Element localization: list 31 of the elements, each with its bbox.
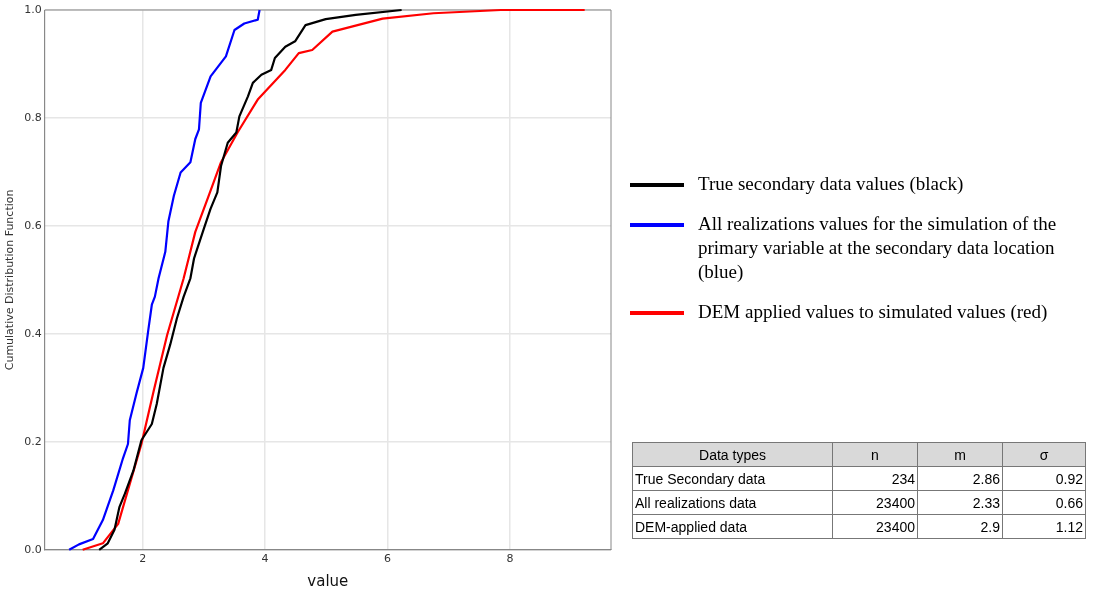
y-tick-label: 0.0: [24, 542, 42, 556]
text: 0.92: [1002, 466, 1086, 491]
text: n: [832, 442, 918, 467]
x-tick-label: 2: [139, 552, 147, 566]
x-axis-title: value: [307, 571, 349, 590]
y-axis-title: Cumulative Distribution Function: [3, 189, 17, 371]
text: 234: [832, 466, 918, 491]
text: 2.86: [917, 466, 1003, 491]
y-tick-label: 1.0: [24, 2, 42, 16]
text: All realizations data: [632, 490, 833, 515]
text: 2.33: [917, 490, 1003, 515]
text: m: [917, 442, 1003, 467]
text: True Secondary data: [632, 466, 833, 491]
text: 1.12: [1002, 514, 1086, 539]
text: DEM-applied data: [632, 514, 833, 539]
y-tick-label: 0.8: [24, 110, 42, 124]
y-tick-label: 0.6: [24, 218, 42, 232]
x-tick-label: 6: [384, 552, 392, 566]
text: 0.66: [1002, 490, 1086, 515]
y-tick-label: 0.2: [24, 434, 42, 448]
text: 2.9: [917, 514, 1003, 539]
legend-label: True secondary data values (black): [698, 172, 964, 196]
text: Data types: [632, 442, 833, 467]
x-tick-label: 8: [506, 552, 514, 566]
text: 23400: [832, 490, 918, 515]
legend-label: DEM applied values to simulated values (red): [698, 300, 1048, 324]
text: 23400: [832, 514, 918, 539]
x-tick-label: 4: [261, 552, 269, 566]
legend-label: All realizations values for the simulation of the primary variable at the secondary data location (blue): [698, 212, 1058, 284]
text: σ: [1002, 442, 1086, 467]
y-tick-label: 0.4: [24, 326, 42, 340]
